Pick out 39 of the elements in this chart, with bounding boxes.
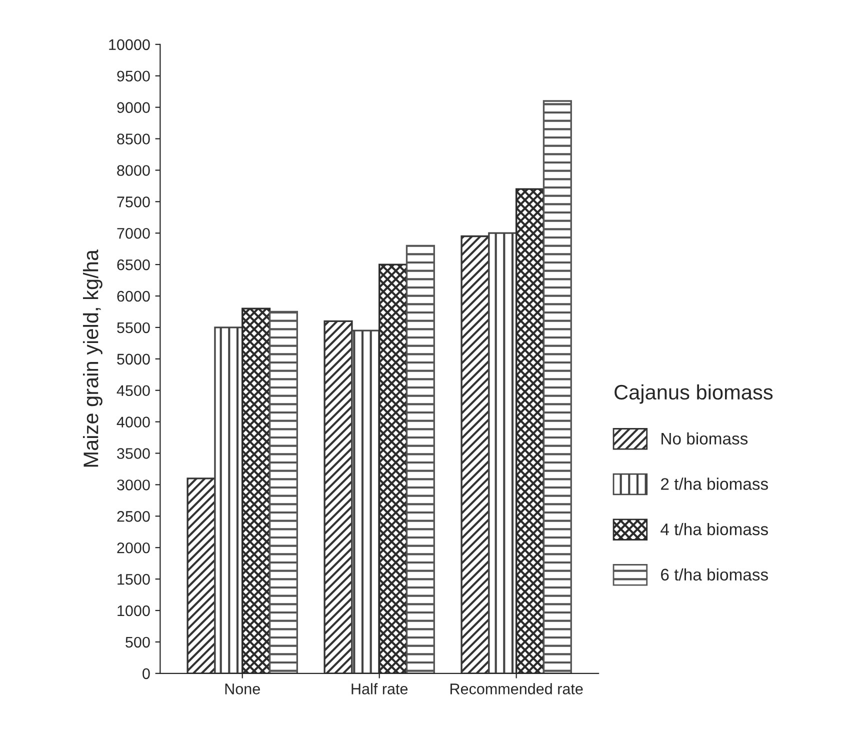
x-tick-label: Half rate — [352, 683, 408, 694]
legend-label: No biomass — [662, 432, 748, 445]
bar — [324, 320, 353, 674]
legend-label: 4 t/ha biomass — [660, 523, 768, 536]
y-tick-label: 1000 — [118, 605, 150, 616]
bar — [186, 478, 216, 674]
y-tick-label: 1500 — [118, 574, 150, 585]
y-tick-label: 7000 — [117, 228, 150, 239]
y-tick-label: 8000 — [117, 165, 150, 176]
y-tick-label: 3500 — [117, 448, 150, 459]
y-tick-label: 4000 — [116, 416, 150, 428]
x-tick-label: Recommended rate — [450, 683, 583, 694]
legend-label: 2 t/ha biomass — [661, 478, 768, 490]
y-tick-label: 4500 — [116, 385, 150, 396]
y-tick-label: 8500 — [117, 134, 150, 144]
bar — [214, 326, 244, 674]
y-tick-label: 6000 — [117, 290, 150, 302]
bar — [460, 235, 490, 674]
bar — [268, 310, 298, 674]
bar — [406, 244, 435, 674]
y-tick-label: 5000 — [117, 354, 150, 365]
y-tick-label: 3000 — [117, 480, 150, 490]
y-tick-label: 2000 — [117, 542, 150, 554]
y-axis-title: Maize grain yield, kg/ha — [82, 249, 102, 467]
bar — [542, 100, 572, 674]
legend-title: Cajanus biomass — [614, 384, 773, 404]
bar — [488, 232, 518, 674]
y-tick-label: 9500 — [117, 70, 150, 82]
y-tick-label: 500 — [126, 636, 150, 648]
y-tick-label: 9000 — [117, 102, 150, 113]
y-tick-label: 2500 — [117, 511, 150, 522]
y-tick-label: 5500 — [117, 322, 150, 334]
y-tick-label: 6500 — [117, 259, 150, 270]
legend-label: 6 t/ha biomass — [661, 568, 768, 581]
bar — [351, 330, 380, 674]
x-tick-label: None — [225, 684, 260, 694]
y-tick-label: 7500 — [117, 196, 150, 208]
y-tick-label: 10000 — [109, 39, 150, 50]
y-tick-label: 0 — [142, 668, 150, 680]
